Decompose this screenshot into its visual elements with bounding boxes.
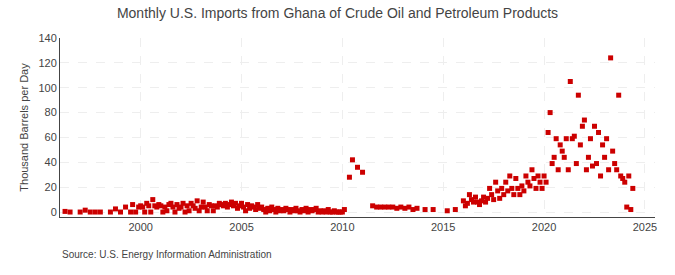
svg-text:Thousand Barrels per Day: Thousand Barrels per Day — [18, 63, 30, 192]
svg-text:2020: 2020 — [532, 221, 556, 233]
svg-text:2005: 2005 — [229, 221, 253, 233]
svg-text:2000: 2000 — [128, 221, 152, 233]
svg-text:40: 40 — [45, 156, 57, 168]
svg-text:Monthly U.S. Imports from Ghan: Monthly U.S. Imports from Ghana of Crude… — [117, 5, 558, 21]
svg-text:Source: U.S. Energy Informatio: Source: U.S. Energy Information Administ… — [62, 249, 272, 260]
svg-text:100: 100 — [38, 82, 56, 94]
svg-text:20: 20 — [45, 181, 57, 193]
svg-text:80: 80 — [45, 106, 57, 118]
svg-text:140: 140 — [38, 32, 56, 44]
svg-text:2025: 2025 — [633, 221, 657, 233]
svg-text:2015: 2015 — [431, 221, 455, 233]
svg-text:120: 120 — [38, 57, 56, 69]
svg-text:2010: 2010 — [330, 221, 354, 233]
svg-text:60: 60 — [45, 131, 57, 143]
svg-text:0: 0 — [51, 206, 57, 218]
